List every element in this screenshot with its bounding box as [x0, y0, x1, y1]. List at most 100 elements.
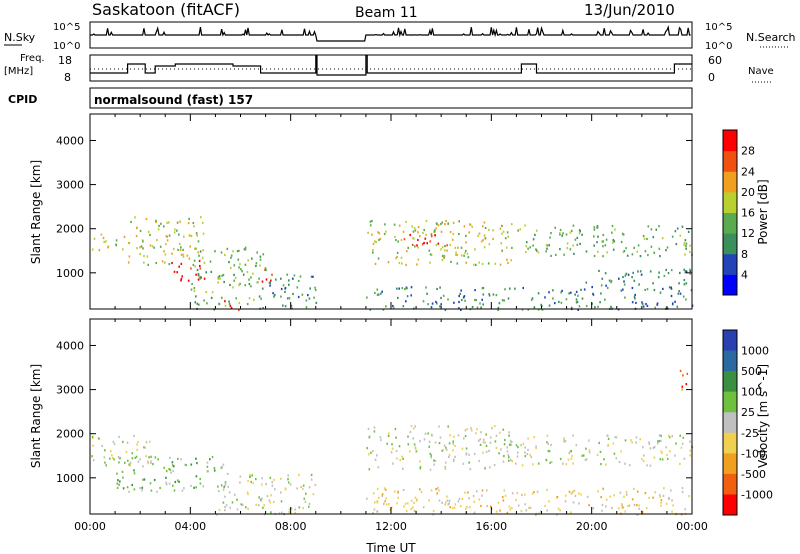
echo-cell: [433, 459, 435, 462]
echo-cell: [239, 282, 241, 285]
echo-cell: [133, 488, 136, 491]
echo-cell: [381, 493, 384, 496]
echo-cell: [630, 439, 632, 442]
echo-cell: [233, 279, 235, 282]
echo-cell: [93, 237, 96, 240]
echo-cell: [516, 492, 518, 495]
echo-cell: [433, 463, 435, 466]
echo-cell: [134, 216, 136, 219]
echo-cell: [527, 247, 529, 250]
echo-cell: [660, 501, 662, 504]
echo-cell: [563, 253, 565, 256]
echo-cell: [613, 494, 615, 497]
echo-cell: [580, 288, 582, 291]
echo-cell: [489, 466, 491, 469]
freq-tick-high: 18: [58, 54, 72, 67]
echo-cell: [173, 489, 176, 492]
echo-cell: [521, 493, 523, 497]
echo-cell: [622, 276, 624, 279]
echo-cell: [546, 509, 548, 512]
echo-cell: [265, 278, 268, 281]
echo-cell: [396, 457, 398, 460]
echo-cell: [620, 503, 623, 506]
echo-cell: [182, 248, 184, 251]
echo-cell: [444, 308, 447, 312]
echo-cell: [378, 496, 380, 499]
echo-cell: [161, 260, 164, 263]
echo-cell: [611, 231, 613, 234]
echo-cell: [467, 491, 469, 494]
echo-cell: [228, 261, 230, 264]
echo-cell: [233, 493, 236, 496]
echo-cell: [636, 250, 639, 253]
echo-cell: [674, 300, 676, 303]
echo-cell: [493, 463, 496, 467]
echo-cell: [607, 444, 609, 447]
echo-cell: [574, 238, 577, 241]
echo-cell: [688, 495, 690, 498]
echo-cell: [467, 256, 470, 259]
echo-cell: [451, 506, 454, 510]
echo-cell: [252, 482, 255, 485]
echo-cell: [578, 305, 581, 308]
echo-cell: [169, 456, 171, 459]
echo-cell: [384, 499, 387, 502]
echo-cell: [526, 453, 529, 456]
echo-cell: [224, 304, 227, 307]
echo-cell: [190, 463, 193, 466]
echo-cell: [177, 248, 179, 251]
echo-cell: [406, 502, 409, 505]
echo-cell: [188, 217, 190, 220]
echo-cell: [689, 244, 691, 247]
echo-cell: [499, 509, 501, 512]
freq-strip-frame: [89, 54, 693, 82]
echo-cell: [548, 500, 550, 503]
echo-cell: [559, 248, 561, 251]
echo-cell: [149, 440, 151, 443]
echo-cell: [230, 254, 233, 257]
echo-cell: [270, 279, 272, 282]
echo-cell: [180, 253, 183, 256]
echo-cell: [260, 297, 262, 300]
echo-cell: [485, 450, 488, 453]
echo-cell: [235, 297, 237, 300]
echo-cell: [188, 257, 191, 260]
echo-cell: [441, 221, 444, 224]
echo-cell: [517, 446, 519, 449]
echo-cell: [653, 456, 656, 459]
echo-cell: [431, 302, 434, 305]
echo-cell: [469, 468, 472, 471]
echo-cell: [269, 284, 271, 287]
echo-cell: [471, 225, 473, 228]
echo-cell: [469, 223, 472, 226]
echo-cell: [207, 470, 209, 473]
echo-cell: [156, 239, 158, 242]
echo-cell: [653, 288, 656, 292]
echo-cell: [134, 456, 137, 459]
echo-cell: [675, 442, 677, 445]
echo-cell: [443, 256, 445, 259]
echo-cell: [689, 449, 691, 452]
echo-cell: [209, 260, 212, 263]
echo-cell: [464, 435, 467, 438]
echo-cell: [280, 277, 282, 280]
echo-cell: [390, 506, 393, 509]
echo-cell: [174, 480, 177, 484]
echo-cell: [103, 240, 105, 243]
echo-cell: [672, 302, 674, 305]
echo-cell: [131, 457, 134, 460]
echo-cell: [289, 483, 292, 486]
echo-cell: [198, 303, 200, 306]
echo-cell: [503, 299, 505, 302]
echo-cell: [562, 462, 564, 465]
echo-cell: [482, 286, 485, 290]
echo-cell: [661, 451, 663, 454]
echo-cell: [206, 302, 208, 305]
echo-cell: [503, 455, 505, 458]
echo-cell: [118, 456, 120, 459]
echo-cell: [113, 442, 116, 446]
echo-cell: [195, 247, 198, 250]
echo-cell: [402, 488, 405, 492]
echo-cell: [454, 503, 457, 506]
echo-cell: [674, 454, 676, 457]
